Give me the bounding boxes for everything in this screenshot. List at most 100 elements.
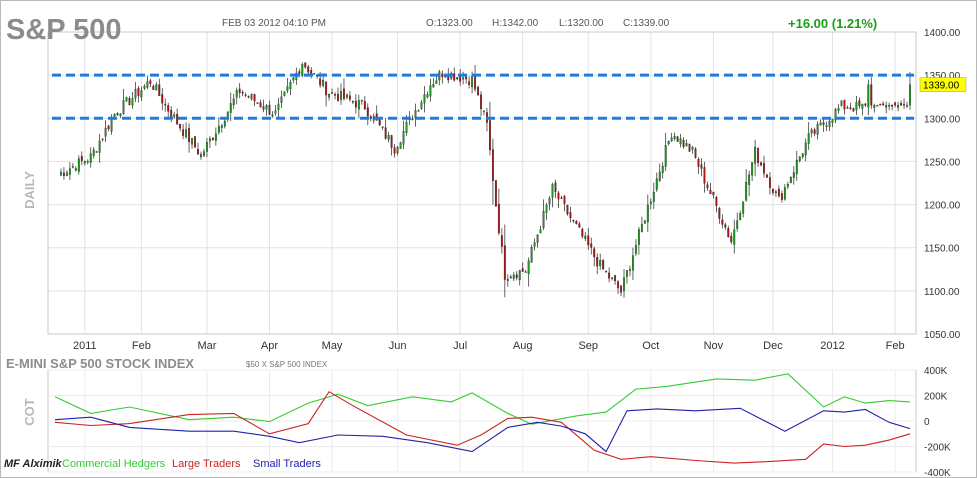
candle-body	[757, 147, 760, 163]
candle-body	[512, 274, 515, 279]
candle-body	[229, 103, 232, 113]
candle-body	[888, 105, 891, 107]
candle-body	[95, 151, 98, 153]
price-y-tick-label: 1200.00	[924, 201, 961, 212]
candle-body	[783, 187, 786, 200]
candle-body	[709, 189, 712, 195]
x-tick-label: Jun	[389, 340, 407, 352]
candle-body	[760, 162, 762, 166]
candle-body	[125, 97, 128, 102]
candle-body	[310, 70, 313, 74]
candle-body	[131, 98, 134, 106]
candle-body	[346, 94, 348, 98]
candle-body	[530, 247, 533, 263]
x-tick-label: Feb	[886, 340, 905, 352]
candle-body	[649, 201, 652, 204]
chart-title: S&P 500	[6, 14, 122, 46]
candle-body	[423, 94, 426, 104]
candle-body	[801, 153, 804, 157]
candle-body	[363, 101, 366, 110]
candle-body	[745, 182, 748, 201]
candle-body	[456, 77, 459, 80]
candle-body	[247, 96, 250, 98]
candle-body	[188, 128, 191, 143]
candle-body	[214, 133, 217, 141]
candle-body	[200, 153, 202, 158]
candle-body	[92, 149, 95, 156]
cot-y-tick-label: -400K	[924, 468, 951, 478]
candle-body	[518, 270, 521, 280]
cot-y-tick-label: -200K	[924, 443, 951, 454]
candle-body	[640, 223, 643, 233]
cot-y-tick-label: 400K	[924, 366, 948, 377]
candle-body	[819, 122, 822, 126]
candle-body	[304, 62, 307, 68]
candle-body	[694, 148, 697, 158]
candle-body	[855, 101, 858, 111]
candle-body	[870, 84, 873, 106]
candle-body	[360, 100, 363, 102]
candle-body	[289, 82, 292, 90]
candle-body	[691, 146, 694, 150]
candle-body	[539, 229, 542, 234]
candle-body	[462, 77, 465, 80]
x-tick-label: Oct	[642, 340, 659, 352]
candle-body	[682, 140, 685, 147]
candle-body	[325, 81, 328, 96]
candle-body	[903, 103, 905, 106]
candle-body	[441, 73, 444, 78]
candle-body	[411, 118, 414, 121]
candle-body	[664, 145, 667, 167]
cot-series-line	[54, 390, 911, 464]
candle-body	[176, 114, 179, 125]
candle-body	[354, 100, 357, 108]
candle-body	[772, 188, 774, 193]
candle-body	[727, 228, 730, 238]
candle-body	[634, 245, 637, 254]
candle-body	[661, 165, 664, 174]
candle-body	[280, 96, 283, 103]
candle-body	[614, 275, 617, 282]
cot-y-tick-label: 0	[924, 417, 930, 428]
candle-body	[122, 100, 125, 114]
candle-body	[688, 144, 691, 152]
high-label: H:1342.00	[492, 18, 539, 29]
candle-body	[846, 107, 849, 109]
candle-body	[611, 277, 614, 279]
candle-body	[483, 110, 485, 112]
legend-small-traders: Small Traders	[253, 458, 321, 470]
candle-body	[208, 138, 211, 142]
candles	[60, 62, 911, 298]
candle-body	[620, 285, 622, 293]
candle-body	[328, 93, 331, 98]
candle-body	[721, 219, 724, 225]
candle-body	[777, 188, 780, 197]
candle-body	[593, 248, 596, 258]
candle-body	[173, 114, 176, 117]
candle-body	[244, 94, 247, 96]
candle-body	[551, 183, 554, 198]
candle-body	[426, 94, 429, 98]
candle-body	[497, 203, 500, 234]
candle-body	[876, 105, 879, 107]
candle-body	[71, 166, 74, 168]
candle-body	[313, 73, 316, 75]
candle-body	[631, 255, 634, 271]
candle-body	[194, 136, 196, 148]
candle-body	[60, 171, 62, 176]
candle-body	[748, 174, 751, 185]
candle-body	[435, 80, 438, 84]
candle-body	[405, 122, 408, 134]
x-tick-label: May	[322, 340, 343, 352]
candle-body	[566, 204, 569, 215]
candle-body	[89, 153, 92, 163]
candle-body	[396, 147, 399, 154]
cot-panel-note: $50 X S&P 500 INDEX	[246, 360, 328, 369]
candle-body	[343, 88, 345, 99]
x-tick-label: Jul	[453, 340, 467, 352]
candle-body	[471, 76, 474, 88]
price-y-tick-label: 1400.00	[924, 28, 961, 39]
candle-body	[858, 100, 861, 107]
x-tick-label: Dec	[763, 340, 783, 352]
candle-body	[211, 137, 214, 141]
